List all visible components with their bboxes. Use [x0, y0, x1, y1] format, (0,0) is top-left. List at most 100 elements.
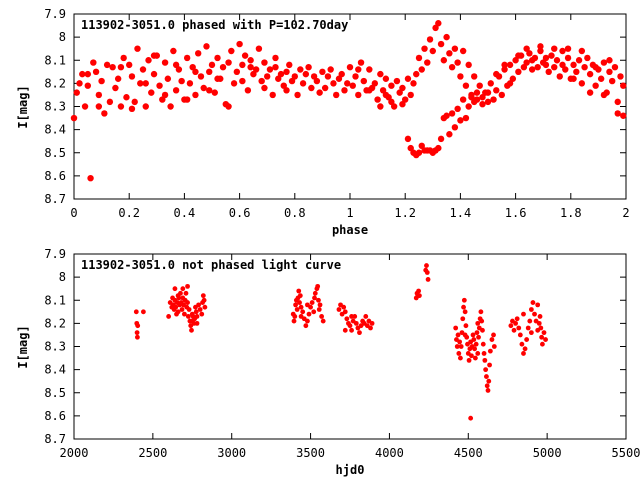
data-point [312, 290, 318, 296]
data-point [468, 94, 475, 101]
data-point [476, 82, 483, 89]
data-point [540, 341, 545, 347]
data-point [357, 330, 362, 336]
data-point [402, 96, 409, 103]
data-point [319, 68, 326, 76]
data-point [84, 70, 92, 78]
data-point [620, 82, 627, 89]
data-point [161, 59, 169, 66]
data-point [261, 84, 268, 92]
data-point [211, 89, 218, 96]
data-point [465, 61, 472, 69]
data-point [369, 320, 375, 326]
data-point [344, 80, 351, 87]
data-point [393, 77, 401, 85]
data-point [258, 77, 265, 85]
data-point [532, 311, 537, 317]
data-point [586, 89, 594, 96]
data-point [192, 68, 199, 76]
data-point [457, 117, 464, 124]
data-point [469, 353, 474, 359]
data-point [214, 75, 221, 82]
data-point [474, 330, 480, 336]
data-point [584, 54, 591, 62]
data-point [455, 332, 461, 338]
data-point [92, 68, 100, 76]
data-point [123, 94, 130, 101]
data-point [498, 91, 505, 99]
data-point [79, 70, 86, 78]
data-point [527, 318, 533, 324]
data-point [443, 33, 450, 41]
data-point [312, 295, 317, 301]
data-point [201, 297, 207, 303]
data-point [435, 20, 442, 27]
data-point [134, 330, 140, 336]
data-point [294, 91, 301, 99]
data-point [150, 70, 158, 78]
data-point [140, 309, 146, 315]
data-point [137, 80, 144, 87]
data-point [349, 82, 356, 89]
data-point [516, 325, 522, 331]
data-point [316, 307, 322, 312]
data-point [120, 54, 127, 62]
data-point [219, 63, 227, 71]
data-point [126, 61, 133, 69]
data-point [437, 40, 445, 48]
y-tick-label: 8.1 [44, 293, 66, 307]
data-point [519, 341, 525, 347]
data-point [476, 334, 481, 340]
data-point [84, 82, 92, 89]
data-point [200, 84, 207, 92]
data-point [203, 43, 210, 50]
data-point [471, 337, 477, 342]
data-point [541, 330, 547, 336]
data-point [451, 124, 459, 131]
data-point [247, 57, 254, 64]
data-point [206, 87, 213, 94]
data-point [128, 73, 136, 80]
data-point [542, 54, 550, 62]
data-point [159, 96, 166, 103]
data-point [308, 84, 315, 92]
data-point [410, 80, 417, 87]
data-point [316, 297, 321, 303]
data-point [556, 73, 563, 80]
data-point [524, 337, 530, 342]
y-tick-label: 7.9 [44, 247, 66, 261]
data-point [620, 112, 627, 119]
y-tick-label: 8.3 [44, 100, 66, 114]
data-point [330, 80, 337, 87]
data-point [161, 91, 169, 99]
data-point [341, 304, 347, 310]
data-point [297, 300, 302, 305]
data-point [247, 63, 254, 71]
data-point [536, 320, 542, 326]
data-point [592, 63, 599, 71]
data-point [315, 283, 321, 289]
data-point [164, 75, 172, 82]
data-point [185, 314, 191, 319]
data-point [522, 346, 528, 352]
light-curve-plot: 113902-3051.0 not phased light curve hjd… [16, 247, 640, 477]
data-point [302, 70, 310, 78]
data-point [114, 75, 122, 82]
data-point [418, 142, 425, 150]
data-point [521, 311, 526, 317]
data-point [135, 323, 141, 329]
data-point [472, 355, 478, 361]
data-point [166, 314, 172, 319]
data-point [90, 59, 97, 66]
data-point [293, 302, 298, 308]
data-point [306, 311, 312, 317]
data-point [457, 339, 463, 345]
data-point [196, 302, 201, 308]
data-point [586, 70, 594, 78]
data-point [286, 61, 293, 69]
data-point [135, 334, 140, 340]
data-point [377, 103, 384, 110]
data-point [313, 77, 321, 85]
data-point [465, 103, 472, 110]
data-point [525, 325, 531, 331]
